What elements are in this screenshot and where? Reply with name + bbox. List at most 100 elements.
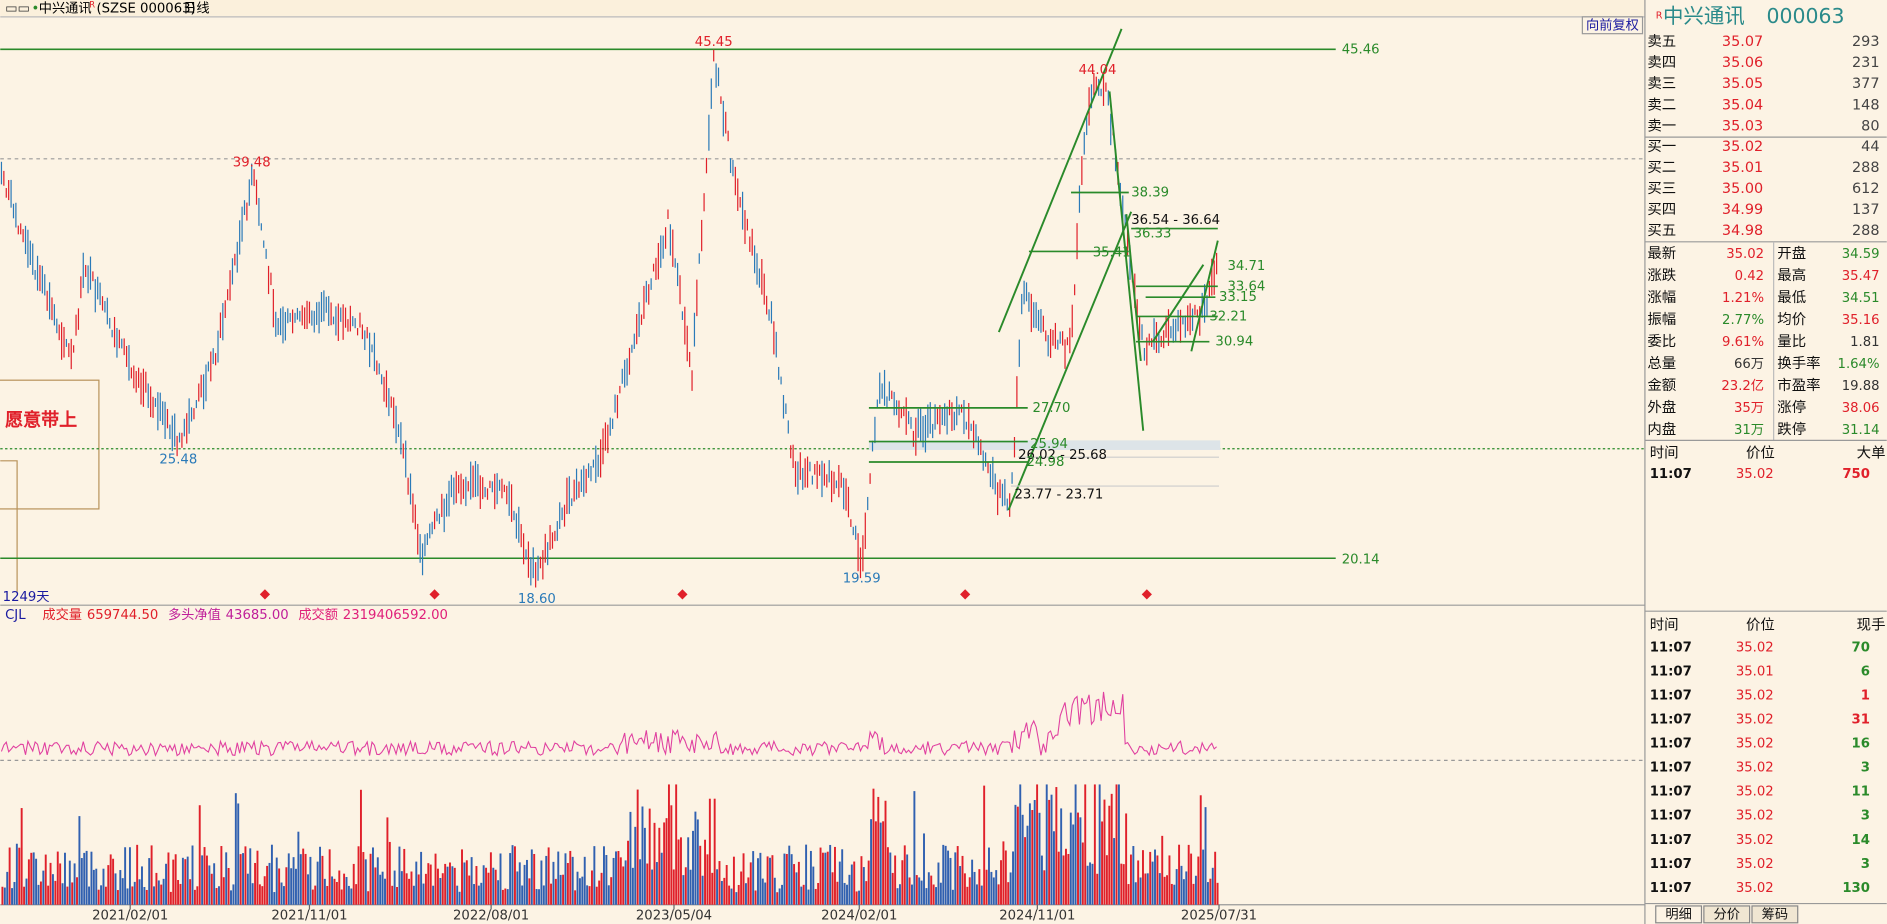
volume-bar <box>603 846 605 905</box>
volume-bar <box>326 885 329 905</box>
volume-bar <box>684 867 687 905</box>
price-annotation: 33.15 <box>1219 290 1257 305</box>
book-price: 34.98 <box>1722 223 1763 239</box>
volume-bar <box>400 871 403 905</box>
volume-bar <box>376 857 379 905</box>
volume-bar <box>266 865 269 905</box>
tab[interactable] <box>1703 905 1751 924</box>
volume-bar <box>379 874 382 905</box>
indicator-name[interactable]: CJL <box>5 608 26 623</box>
price-annotation: 23.77 - 23.71 <box>1014 487 1103 502</box>
volume-bar <box>232 884 235 905</box>
volume-bar <box>102 868 105 905</box>
volume-bar <box>667 784 670 905</box>
tab-label[interactable]: 明细 <box>1665 906 1691 922</box>
volume-bar <box>629 811 632 905</box>
volume-bar <box>287 853 290 905</box>
row-time: 11:07 <box>1650 809 1692 824</box>
volume-bar <box>961 855 964 905</box>
volume-bar <box>1202 849 1205 905</box>
volume-bar <box>831 872 834 905</box>
tab[interactable] <box>1655 905 1703 924</box>
volume-bar <box>874 821 877 905</box>
restore-button-label[interactable]: 向前复权 <box>1586 16 1639 33</box>
volume-bar <box>658 827 661 905</box>
stat-label: 最低 <box>1777 289 1806 306</box>
stat-label: 金额 <box>1647 377 1676 394</box>
volume-bar <box>848 874 851 905</box>
volume-bar <box>1214 851 1217 905</box>
row-time: 11:07 <box>1650 467 1692 482</box>
volume-bar <box>429 864 432 905</box>
restore-button[interactable] <box>1581 16 1644 35</box>
volume-bar <box>622 866 625 905</box>
volume-bar <box>1134 882 1137 905</box>
row-time: 11:07 <box>1650 857 1692 872</box>
volume-bar <box>162 878 165 905</box>
row-price: 35.02 <box>1736 737 1774 752</box>
note-connector <box>0 460 18 592</box>
row-volume: 14 <box>1852 833 1870 848</box>
signal-marker <box>677 589 688 600</box>
volume-bar <box>222 877 225 905</box>
volume-bar <box>1043 870 1046 905</box>
volume-bar <box>391 885 394 905</box>
volume-bar <box>927 872 930 905</box>
volume-bar <box>939 882 942 905</box>
volume-bar <box>1084 784 1087 905</box>
volume-bar <box>1137 860 1140 905</box>
volume-bar <box>239 854 242 905</box>
book-label: 买三 <box>1647 180 1676 197</box>
volume-bar <box>83 852 86 905</box>
volume-bar <box>935 887 938 905</box>
stat-label: 开盘 <box>1777 244 1806 262</box>
quote-code: 000063 <box>1766 4 1844 28</box>
volume-bar <box>408 878 411 905</box>
volume-bar <box>367 891 370 905</box>
row-time: 11:07 <box>1650 712 1692 727</box>
volume-bar <box>1038 812 1041 905</box>
volume-bar <box>311 889 314 905</box>
volume-bar <box>920 880 923 905</box>
volume-bar <box>186 856 189 905</box>
volume-bar <box>1122 864 1125 905</box>
volume-bar <box>752 851 755 905</box>
volume-bar <box>359 789 362 905</box>
volume-bar <box>218 886 220 905</box>
volume-bar <box>362 852 365 905</box>
stat-label: 涨停 <box>1777 399 1806 416</box>
volume-bar <box>477 885 480 905</box>
x-tick-label: 2024/02/01 <box>821 909 897 924</box>
volume-bar <box>846 884 848 905</box>
indicator-value: 659744.50 <box>87 608 158 623</box>
volume-bar <box>718 861 721 905</box>
volume-bar <box>124 847 127 905</box>
volume-bar <box>205 855 208 905</box>
volume-bar <box>1103 799 1106 905</box>
volume-bar <box>776 892 779 905</box>
period-selector[interactable]: 日线 <box>183 0 209 16</box>
volume-bar <box>299 854 302 905</box>
volume-bar <box>759 852 762 905</box>
price-annotation: 26.02 - 25.68 <box>1018 448 1107 463</box>
volume-bar <box>911 884 913 905</box>
trend-line <box>1108 91 1145 431</box>
volume-bar <box>680 837 682 905</box>
tab[interactable] <box>1751 905 1799 924</box>
tab-label[interactable]: 分价 <box>1714 906 1740 922</box>
volume-bar <box>78 816 81 905</box>
row-time: 11:07 <box>1650 737 1692 752</box>
volume-bar <box>148 858 151 905</box>
tab-label[interactable]: 筹码 <box>1762 905 1788 922</box>
volume-bar <box>687 837 690 905</box>
volume-bar <box>627 840 630 905</box>
volume-bar <box>1057 851 1060 905</box>
trend-line <box>997 28 1123 333</box>
window-icon[interactable]: ▭▭ <box>5 1 30 16</box>
book-label: 买五 <box>1647 222 1676 239</box>
volume-bar <box>369 853 372 905</box>
book-price: 35.05 <box>1722 76 1763 92</box>
volume-bar <box>636 789 639 905</box>
volume-bar <box>304 853 307 905</box>
volume-bar <box>104 886 107 905</box>
